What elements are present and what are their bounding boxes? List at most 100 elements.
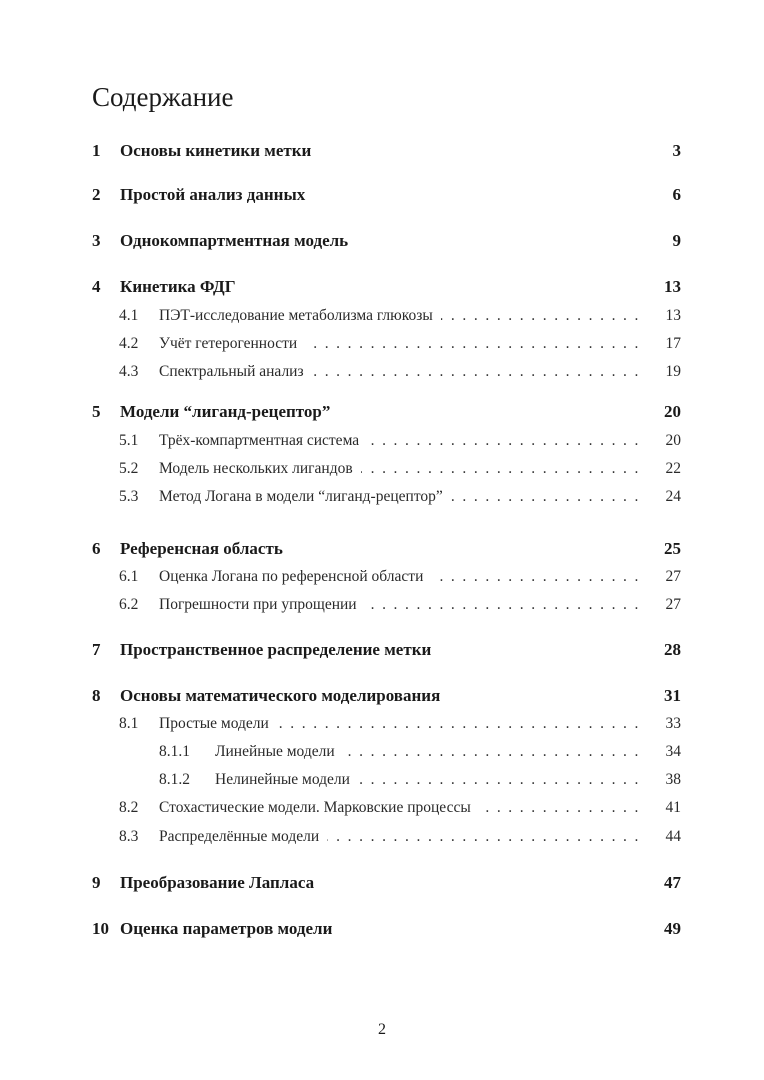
dot-leader: ........................................…: [358, 771, 646, 788]
toc-entry-page: 20: [664, 402, 681, 421]
page-title: Содержание: [92, 82, 234, 112]
dot-leader: ........................................…: [451, 488, 646, 505]
toc-entry-number: 4.1: [119, 307, 139, 324]
dot-leader: ........................................…: [312, 363, 646, 380]
toc-entry-title: Кинетика ФДГ: [120, 277, 236, 296]
toc-entry[interactable]: 8.1.1 Линейные модели 34..................…: [0, 741, 764, 763]
toc-entry-page: 33: [665, 715, 682, 732]
toc-entry[interactable]: 2 Простой анализ данных 6: [0, 184, 764, 206]
toc-entry-title: Модели “лиганд-рецептор”: [120, 402, 331, 421]
toc-entry-number: 5.1: [119, 432, 139, 449]
toc-entry[interactable]: 8.1.2 Нелинейные модели 38................…: [0, 769, 764, 791]
toc-entry[interactable]: 8.1 Простые модели 33.....................…: [0, 713, 764, 735]
toc-entry[interactable]: 4.3 Спектральный анализ 19................…: [0, 361, 764, 383]
toc-entry-page: 20: [665, 432, 682, 449]
toc-entry[interactable]: 5.3 Метод Логана в модели “лиганд-рецепто…: [0, 486, 764, 508]
page-number: 2: [378, 1021, 386, 1038]
dot-leader: ........................................…: [441, 307, 646, 324]
toc-entry-page: 27: [665, 568, 682, 585]
toc-entry-page: 47: [664, 873, 681, 892]
toc-entry-page: 6: [672, 185, 682, 204]
toc-entry-number: 8.3: [119, 828, 139, 845]
toc-entry-page: 25: [664, 539, 681, 558]
dot-leader: ........................................…: [431, 568, 646, 585]
toc-entry-page: 24: [665, 488, 682, 505]
toc-entry[interactable]: 10 Оценка параметров модели 49: [0, 918, 764, 940]
toc-entry-number: 8.1.2: [159, 771, 190, 788]
toc-entry-page: 31: [664, 686, 681, 705]
toc-entry-number: 1: [92, 141, 101, 160]
dot-leader: ........................................…: [277, 715, 646, 732]
toc-entry[interactable]: 5 Модели “лиганд-рецептор” 20: [0, 401, 764, 423]
dot-leader: ........................................…: [361, 460, 646, 477]
toc-entry[interactable]: 5.2 Модель нескольких лигандов 22.........…: [0, 458, 764, 480]
toc-entry-number: 4: [92, 277, 101, 296]
toc-entry-number: 10: [92, 919, 109, 938]
toc-entry-number: 3: [92, 231, 101, 250]
toc-entry-title: Основы кинетики метки: [120, 141, 312, 160]
toc-entry[interactable]: 4.2 Учёт гетерогенности 17................…: [0, 333, 764, 355]
toc-entry[interactable]: 4 Кинетика ФДГ 13: [0, 276, 764, 298]
toc-entry-title: Трёх-компартментная система: [159, 432, 360, 449]
toc-entry-page: 34: [665, 743, 682, 760]
toc-entry-page: 38: [665, 771, 682, 788]
toc-entry-title: Стохастические модели. Марковские процес…: [159, 799, 471, 816]
toc-entry-number: 7: [92, 640, 101, 659]
toc-entry-page: 19: [665, 363, 682, 380]
toc-entry[interactable]: 4.1 ПЭТ-исследование метаболизма глюкозы 1…: [0, 305, 764, 327]
toc-entry-title: Преобразование Лапласа: [120, 873, 315, 892]
toc-entry-page: 49: [664, 919, 681, 938]
toc-entry-page: 13: [665, 307, 682, 324]
toc-entry[interactable]: 5.1 Трёх-компартментная система 20........…: [0, 430, 764, 452]
toc-entry-number: 5.2: [119, 460, 139, 477]
toc-entry-number: 8.1: [119, 715, 139, 732]
toc-entry-title: Основы математического моделирования: [120, 686, 441, 705]
toc-entry[interactable]: 6 Референсная область 25: [0, 538, 764, 560]
toc-entry[interactable]: 8.2 Стохастические модели. Марковские про…: [0, 797, 764, 819]
dot-leader: ........................................…: [305, 335, 646, 352]
toc-entry-number: 6.2: [119, 596, 139, 613]
toc-entry-number: 8.2: [119, 799, 139, 816]
toc-entry-title: Модель нескольких лигандов: [159, 460, 353, 477]
toc-entry[interactable]: 8.3 Распределённые модели 44..............…: [0, 826, 764, 848]
toc-entry-title: Простой анализ данных: [120, 185, 306, 204]
toc-entry-title: Оценка Логана по референсной области: [159, 568, 424, 585]
toc-entry-number: 4.2: [119, 335, 139, 352]
toc-entry[interactable]: 6.1 Оценка Логана по референсной области 2…: [0, 566, 764, 588]
toc-entry-number: 6.1: [119, 568, 139, 585]
toc-entry[interactable]: 6.2 Погрешности при упрощении 27..........…: [0, 594, 764, 616]
toc-entry[interactable]: 9 Преобразование Лапласа 47: [0, 872, 764, 894]
toc-entry-title: Распределённые модели: [159, 828, 320, 845]
toc-entry-title: Однокомпартментная модель: [120, 231, 349, 250]
toc-entry-title: ПЭТ-исследование метаболизма глюкозы: [159, 307, 433, 324]
dot-leader: ........................................…: [365, 596, 646, 613]
toc-entry-number: 5.3: [119, 488, 139, 505]
toc-entry-number: 5: [92, 402, 101, 421]
toc-entry-number: 4.3: [119, 363, 139, 380]
toc-entry-page: 27: [665, 596, 682, 613]
toc-entry-page: 22: [665, 460, 682, 477]
toc-entry-title: Учёт гетерогенности: [159, 335, 298, 352]
toc-entry-title: Пространственное распределение метки: [120, 640, 432, 659]
toc-entry-title: Нелинейные модели: [215, 771, 350, 788]
toc-entry[interactable]: 7 Пространственное распределение метки 28: [0, 639, 764, 661]
toc-entry-page: 41: [665, 799, 682, 816]
toc-entry-page: 9: [672, 231, 682, 250]
toc-entry-number: 8.1.1: [159, 743, 190, 760]
toc-entry-title: Простые модели: [159, 715, 269, 732]
toc-entry[interactable]: 3 Однокомпартментная модель 9: [0, 230, 764, 252]
toc-entry-title: Референсная область: [120, 539, 283, 558]
toc-entry-page: 13: [664, 277, 681, 296]
toc-entry-page: 17: [665, 335, 682, 352]
toc-entry-number: 9: [92, 873, 101, 892]
toc-entry-number: 6: [92, 539, 101, 558]
toc-entry-title: Оценка параметров модели: [120, 919, 333, 938]
toc-entry-title: Спектральный анализ: [159, 363, 304, 380]
toc-entry-page: 44: [665, 828, 682, 845]
toc-entry-number: 8: [92, 686, 101, 705]
toc-entry[interactable]: 8 Основы математического моделирования 31: [0, 685, 764, 707]
toc-entry[interactable]: 1 Основы кинетики метки 3: [0, 140, 764, 162]
toc-entry-title: Погрешности при упрощении: [159, 596, 357, 613]
toc-entry-number: 2: [92, 185, 101, 204]
toc-entry-page: 28: [664, 640, 681, 659]
